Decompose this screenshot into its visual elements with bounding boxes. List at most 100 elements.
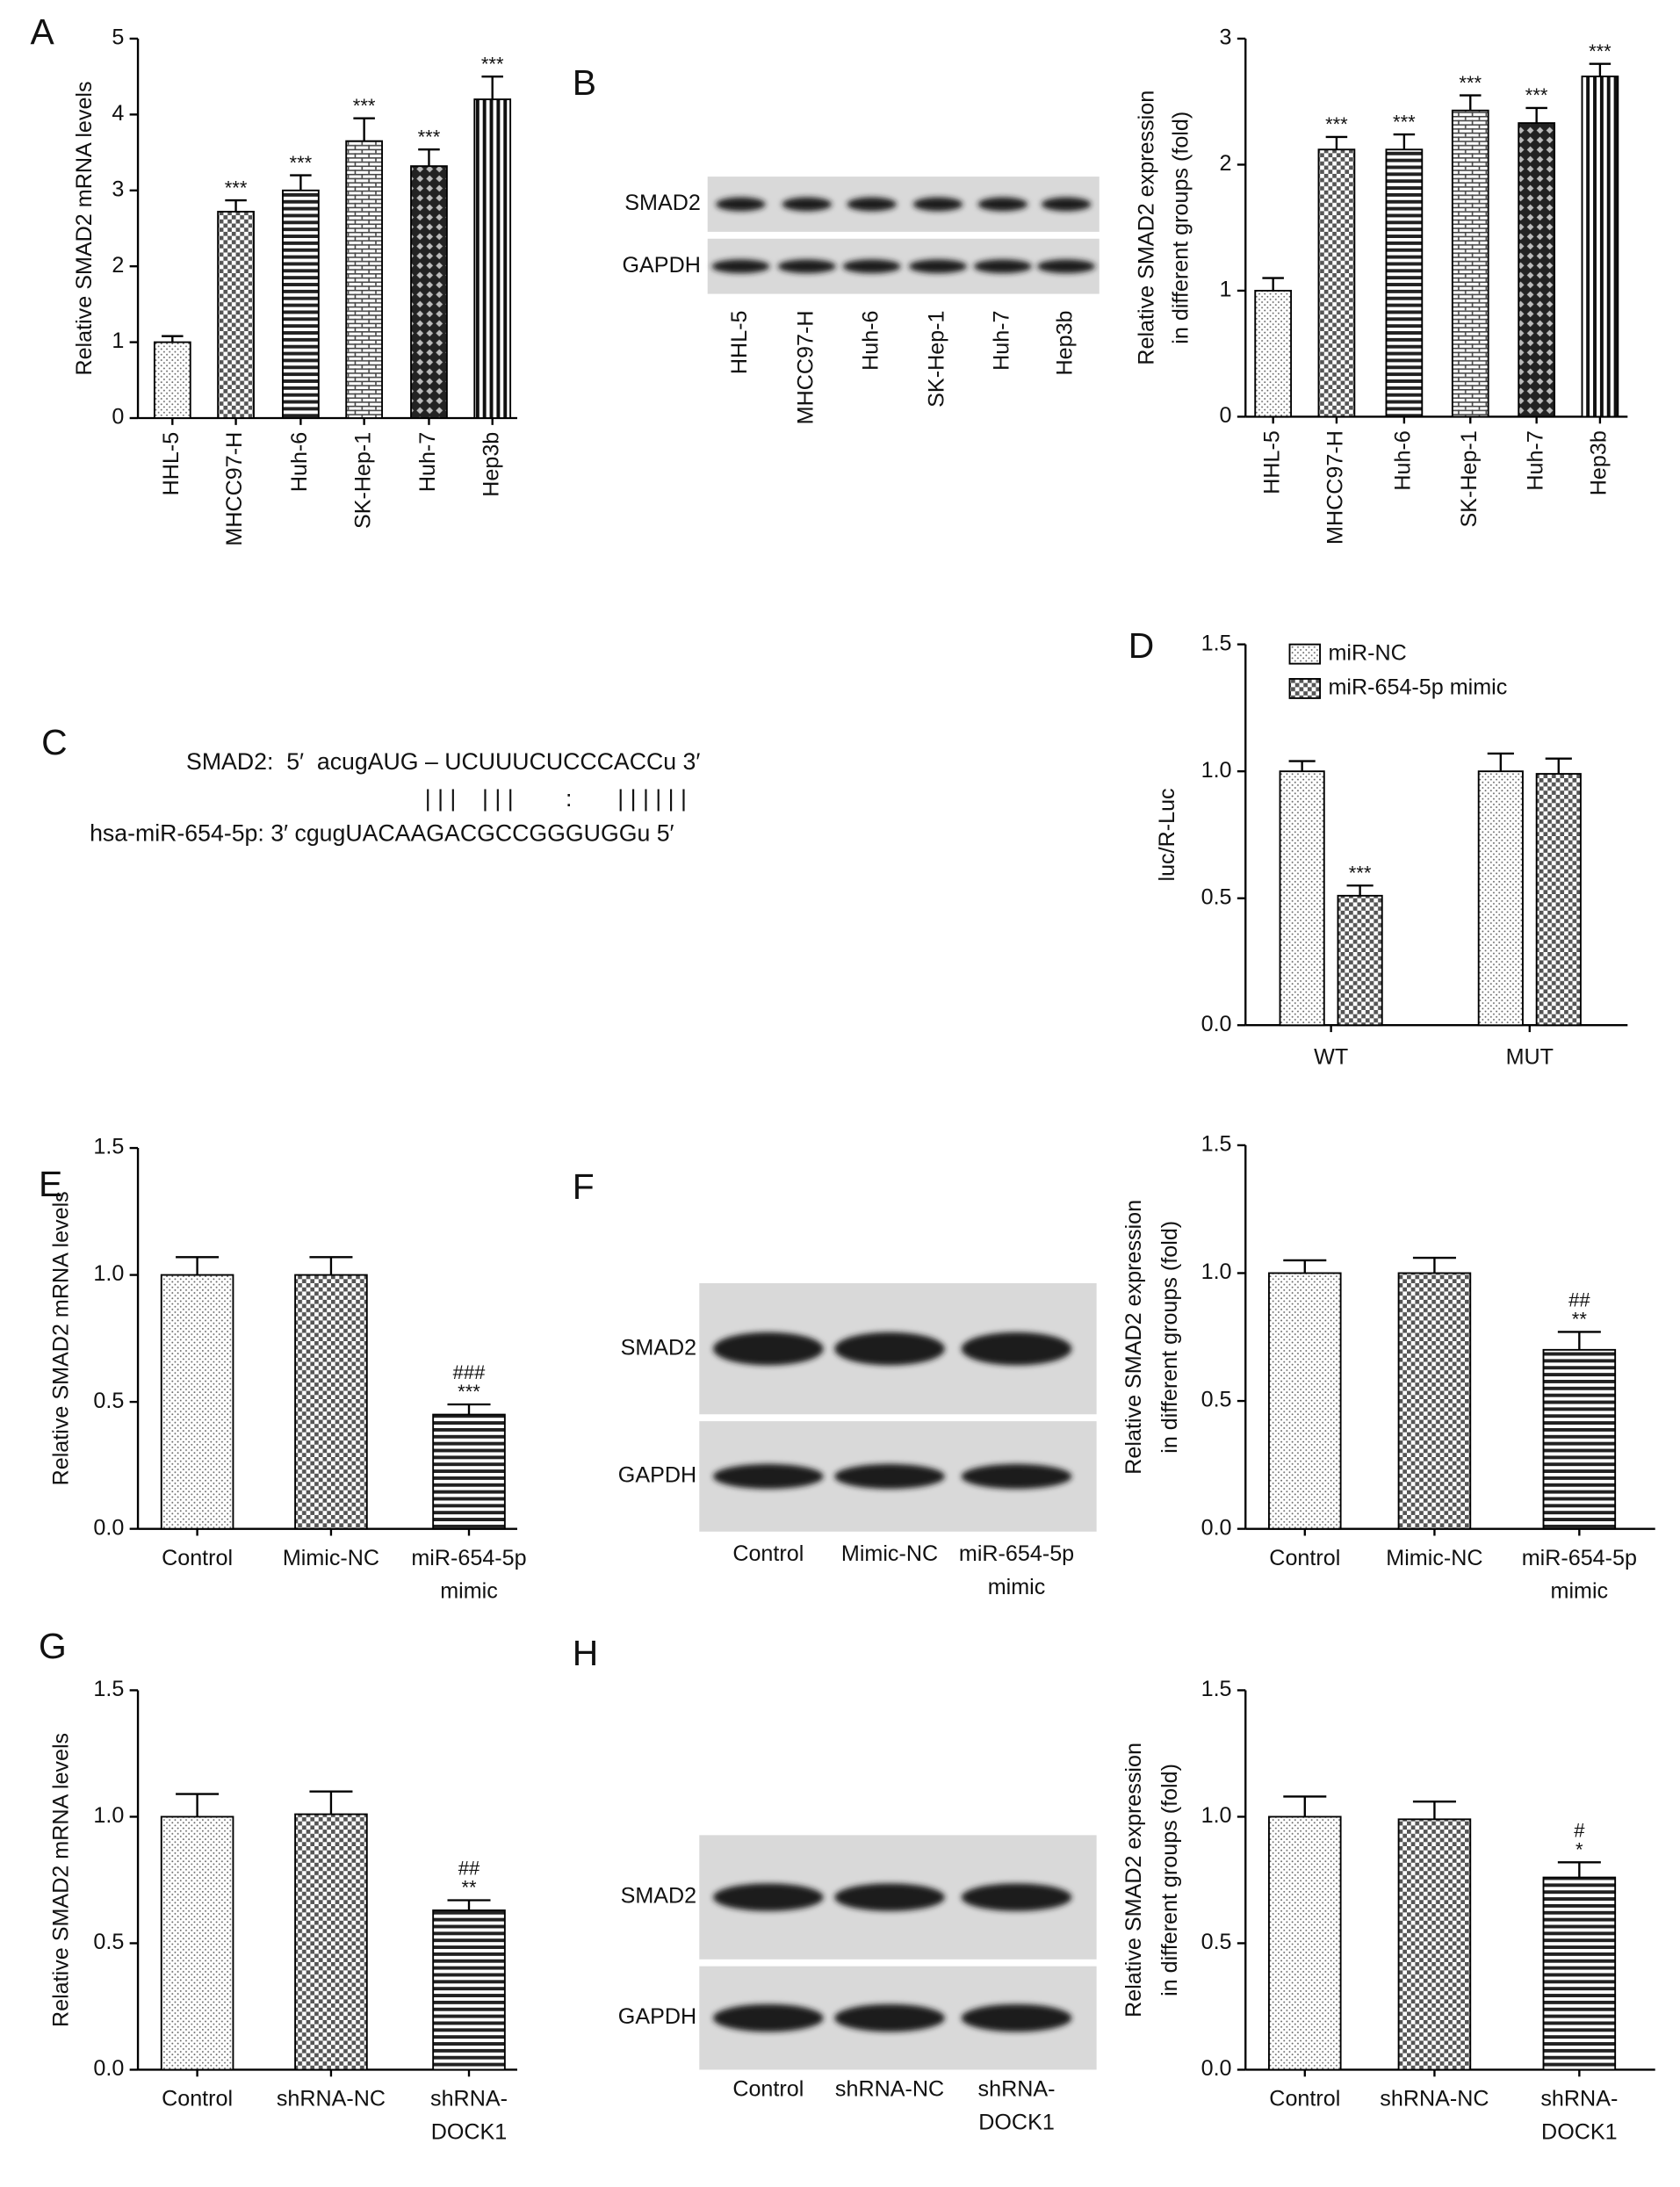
- blot-row-label: GAPDH: [618, 1463, 696, 1488]
- panel-label: E: [39, 1164, 62, 1204]
- blot-lane-label: SK-Hep-1: [925, 310, 949, 407]
- y-tick-label: 0.5: [93, 1930, 124, 1954]
- error-bar: [309, 1256, 353, 1275]
- blot-band: [716, 197, 766, 212]
- blot-band: [1037, 259, 1096, 274]
- error-bar: [176, 1793, 220, 1817]
- blot-lane-label: shRNA-NC: [835, 2077, 944, 2102]
- blot-band: [782, 197, 833, 212]
- significance: ##: [1568, 1289, 1590, 1311]
- error-bar: [1589, 62, 1612, 77]
- bar: [432, 1413, 506, 1530]
- x-tick-label: HHL-5: [1259, 430, 1284, 494]
- x-tick-label: shRNA-: [430, 2087, 508, 2111]
- y-axis-label: in different groups (fold): [1157, 1764, 1182, 1996]
- blot-lane-label: Control: [732, 2077, 804, 2102]
- x-tick-label: Control: [1269, 1546, 1340, 1570]
- blot-lane-label: Control: [732, 1541, 804, 1566]
- blot-band: [961, 1463, 1072, 1490]
- error-bar: [1283, 1259, 1327, 1274]
- y-axis-label: Relative SMAD2 expression: [1121, 1743, 1146, 2017]
- error-bar: [447, 1403, 491, 1415]
- y-tick-label: 0.0: [1201, 1515, 1232, 1540]
- y-tick-label: 0.0: [93, 2056, 124, 2081]
- blot-lane-label: miR-654-5p: [959, 1541, 1074, 1566]
- legend-label: miR-NC: [1328, 640, 1406, 665]
- bar: [160, 1815, 234, 2071]
- bar: [294, 1274, 368, 1530]
- bar: [473, 98, 512, 419]
- x-tick-label: shRNA-NC: [1380, 2087, 1489, 2111]
- blot-strip: [707, 177, 1100, 232]
- x-tick-label: Huh-6: [287, 432, 312, 492]
- blot-lane-label: Huh-6: [858, 310, 883, 370]
- bar: [1254, 290, 1293, 418]
- y-axis-label: Relative SMAD2 expression: [1134, 90, 1158, 365]
- bar: [410, 165, 448, 419]
- x-tick-label: HHL-5: [159, 432, 184, 496]
- x-tick-label: Hep3b: [479, 432, 503, 497]
- significance: #: [1574, 1820, 1585, 1842]
- bar: [1542, 1348, 1617, 1530]
- error-bar: [176, 1256, 220, 1275]
- x-tick-label: MHCC97-H: [1323, 430, 1348, 545]
- bar: [1542, 1876, 1617, 2071]
- significance: **: [461, 1877, 477, 1899]
- blot-row-label: GAPDH: [618, 2004, 696, 2029]
- y-tick-label: 1.0: [93, 1261, 124, 1286]
- x-tick-label: Control: [162, 1546, 233, 1570]
- blot-row-label: SMAD2: [621, 1884, 697, 1909]
- bar: [1397, 1818, 1472, 2071]
- x-tick-label: Hep3b: [1587, 430, 1612, 495]
- significance: ##: [458, 1858, 480, 1880]
- y-tick-label: 1.0: [1201, 1260, 1232, 1284]
- significance: ***: [1589, 40, 1612, 62]
- x-tick-label: miR-654-5p: [411, 1546, 526, 1570]
- x-tick-label: mimic: [440, 1579, 498, 1604]
- significance: ***: [1393, 111, 1416, 133]
- bar: [217, 211, 255, 419]
- blot-band: [842, 259, 901, 274]
- y-tick-label: 0.5: [93, 1389, 124, 1413]
- x-tick-label: MUT: [1506, 1045, 1554, 1070]
- blot-lane-label: DOCK1: [978, 2110, 1055, 2134]
- bar: [432, 1909, 506, 2071]
- y-axis-label: in different groups (fold): [1169, 112, 1193, 344]
- y-tick-label: 1: [1220, 278, 1232, 302]
- y-tick-label: 1.0: [1201, 758, 1232, 783]
- x-tick-label: MHCC97-H: [222, 432, 247, 546]
- significance: ***: [481, 53, 504, 75]
- bar: [1385, 148, 1424, 418]
- significance: ***: [1325, 113, 1348, 135]
- y-tick-label: 1.5: [93, 1135, 124, 1159]
- legend-label: miR-654-5p mimic: [1328, 675, 1507, 700]
- bar: [1581, 76, 1619, 418]
- blot-lane-label: HHL-5: [727, 310, 752, 374]
- blot-band: [961, 1332, 1072, 1366]
- y-axis-label: in different groups (fold): [1157, 1221, 1182, 1454]
- error-bar: [1412, 1801, 1456, 1820]
- error-bar: [1545, 757, 1572, 775]
- y-tick-label: 0.5: [1201, 1388, 1232, 1412]
- panel-label: C: [41, 722, 67, 762]
- y-tick-label: 0: [1220, 403, 1232, 428]
- bar: [160, 1274, 234, 1530]
- error-bar: [1288, 760, 1316, 772]
- error-bar: [225, 198, 247, 212]
- y-tick-label: 1.0: [93, 1803, 124, 1828]
- x-tick-label: Huh-7: [415, 432, 440, 492]
- blot-band: [713, 1332, 824, 1366]
- blot-lane-label: Mimic-NC: [841, 1541, 938, 1566]
- y-tick-label: 2: [1220, 151, 1232, 176]
- error-bar: [1557, 1331, 1601, 1350]
- significance: ###: [453, 1361, 486, 1383]
- error-bar: [290, 174, 312, 191]
- blot-lane-label: Hep3b: [1053, 310, 1078, 375]
- significance: ***: [418, 126, 441, 148]
- significance: ***: [353, 95, 376, 117]
- y-axis-label: Relative SMAD2 mRNA levels: [48, 1733, 73, 2027]
- y-tick-label: 1.5: [1201, 1132, 1232, 1157]
- legend-swatch: [1288, 677, 1322, 699]
- y-tick-label: 0: [112, 405, 124, 429]
- x-tick-label: Huh-7: [1523, 430, 1547, 490]
